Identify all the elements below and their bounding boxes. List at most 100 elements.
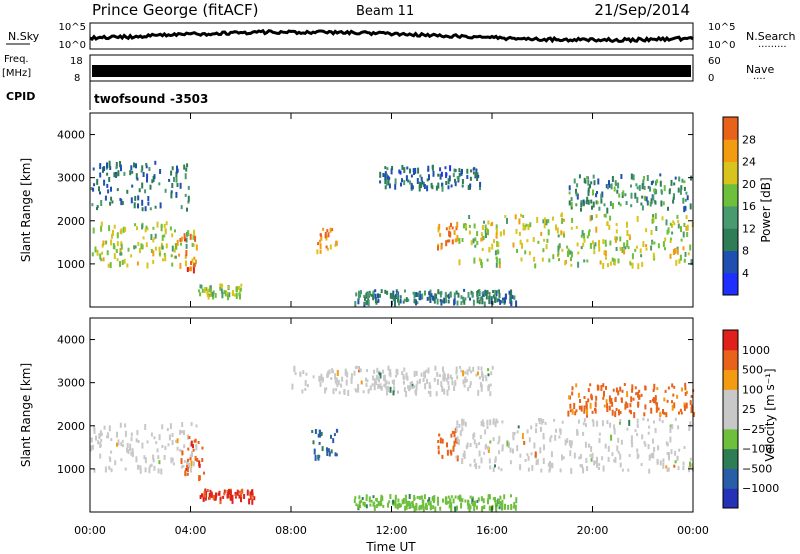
echo-cell: [364, 301, 367, 305]
echo-cell: [384, 173, 387, 180]
echo-cell: [582, 431, 585, 436]
echo-cell: [393, 379, 395, 386]
echo-cell: [151, 179, 154, 184]
echo-cell: [146, 262, 149, 269]
colorbar-tick-label: −1000: [742, 482, 779, 495]
echo-cell: [611, 409, 614, 416]
echo-cell: [592, 174, 595, 179]
echo-cell: [394, 497, 397, 501]
echo-cell: [678, 258, 681, 264]
echo-cell: [509, 447, 512, 453]
echo-cell: [686, 390, 688, 394]
echo-cell: [333, 433, 336, 437]
echo-cell: [645, 247, 648, 251]
echo-cell: [131, 448, 134, 455]
echo-cell: [676, 394, 679, 399]
echo-cell: [158, 460, 161, 465]
echo-cell: [134, 245, 137, 249]
echo-cell: [652, 452, 655, 459]
echo-cell: [595, 460, 597, 464]
echo-cell: [446, 449, 449, 456]
echo-cell: [609, 261, 612, 266]
echo-cell: [499, 299, 502, 305]
echo-cell: [659, 411, 662, 416]
echo-cell: [455, 455, 458, 459]
echo-cell: [156, 221, 159, 228]
echo-cell: [93, 183, 96, 187]
freq-unit-label: [MHz]: [2, 68, 31, 79]
echo-cell: [100, 439, 103, 442]
echo-cell: [640, 254, 643, 258]
echo-cell: [393, 386, 396, 393]
echo-cell: [375, 381, 378, 385]
echo-cell: [673, 402, 676, 409]
echo-cell: [145, 163, 148, 166]
echo-cell: [469, 183, 471, 190]
echo-cell: [379, 503, 382, 507]
echo-cell: [620, 174, 623, 179]
echo-cell: [479, 296, 482, 301]
echo-cell: [170, 170, 173, 176]
echo-cell: [192, 461, 195, 467]
echo-cell: [499, 231, 502, 237]
echo-cell: [180, 458, 183, 465]
echo-cell: [637, 391, 640, 398]
echo-cell: [437, 245, 439, 251]
echo-cell: [221, 283, 224, 288]
echo-cell: [394, 178, 397, 185]
echo-cell: [168, 178, 171, 182]
echo-cell: [193, 263, 196, 267]
echo-cell: [330, 449, 333, 454]
echo-cell: [398, 169, 401, 174]
echo-cell: [402, 497, 405, 504]
echo-cell: [91, 203, 94, 207]
echo-cell: [504, 297, 506, 304]
echo-cell: [150, 249, 153, 253]
echo-cell: [453, 168, 456, 173]
echo-cell: [365, 494, 368, 499]
echo-cell: [636, 423, 639, 428]
echo-cell: [170, 457, 173, 464]
echo-cell: [521, 242, 523, 249]
echo-cell: [615, 387, 618, 393]
freq-panel-frame: [89, 54, 694, 82]
echo-cell: [673, 464, 676, 468]
echo-cell: [188, 436, 191, 439]
echo-cell: [92, 167, 95, 171]
echo-cell: [111, 200, 114, 204]
echo-cell: [568, 191, 571, 195]
echo-cell: [585, 423, 587, 428]
echo-cell: [416, 301, 419, 305]
echo-cell: [316, 249, 319, 255]
echo-cell: [405, 391, 408, 397]
echo-cell: [489, 465, 492, 470]
echo-cell: [326, 372, 329, 378]
echo-cell: [461, 184, 464, 188]
echo-cell: [380, 497, 383, 503]
echo-cell: [192, 448, 195, 452]
echo-cell: [117, 170, 120, 177]
echo-cell: [586, 259, 589, 263]
echo-cell: [613, 258, 616, 262]
x-tick-label: 16:00: [476, 524, 508, 537]
echo-cell: [484, 224, 487, 230]
echo-cell: [374, 297, 377, 304]
echo-cell: [666, 452, 669, 455]
echo-cell: [450, 495, 453, 499]
echo-cell: [176, 446, 179, 451]
echo-cell: [150, 432, 153, 437]
echo-cell: [598, 239, 600, 246]
echo-cell: [99, 253, 102, 260]
echo-cell: [231, 494, 234, 500]
echo-cell: [145, 165, 148, 169]
echo-cell: [328, 369, 331, 375]
echo-cell: [136, 430, 139, 436]
echo-cell: [405, 503, 408, 507]
echo-cell: [447, 380, 450, 385]
echo-cell: [456, 375, 459, 380]
echo-cell: [433, 497, 435, 504]
echo-cell: [406, 375, 409, 381]
echo-cell: [442, 374, 445, 381]
echo-cell: [426, 178, 429, 182]
echo-cell: [675, 259, 678, 266]
